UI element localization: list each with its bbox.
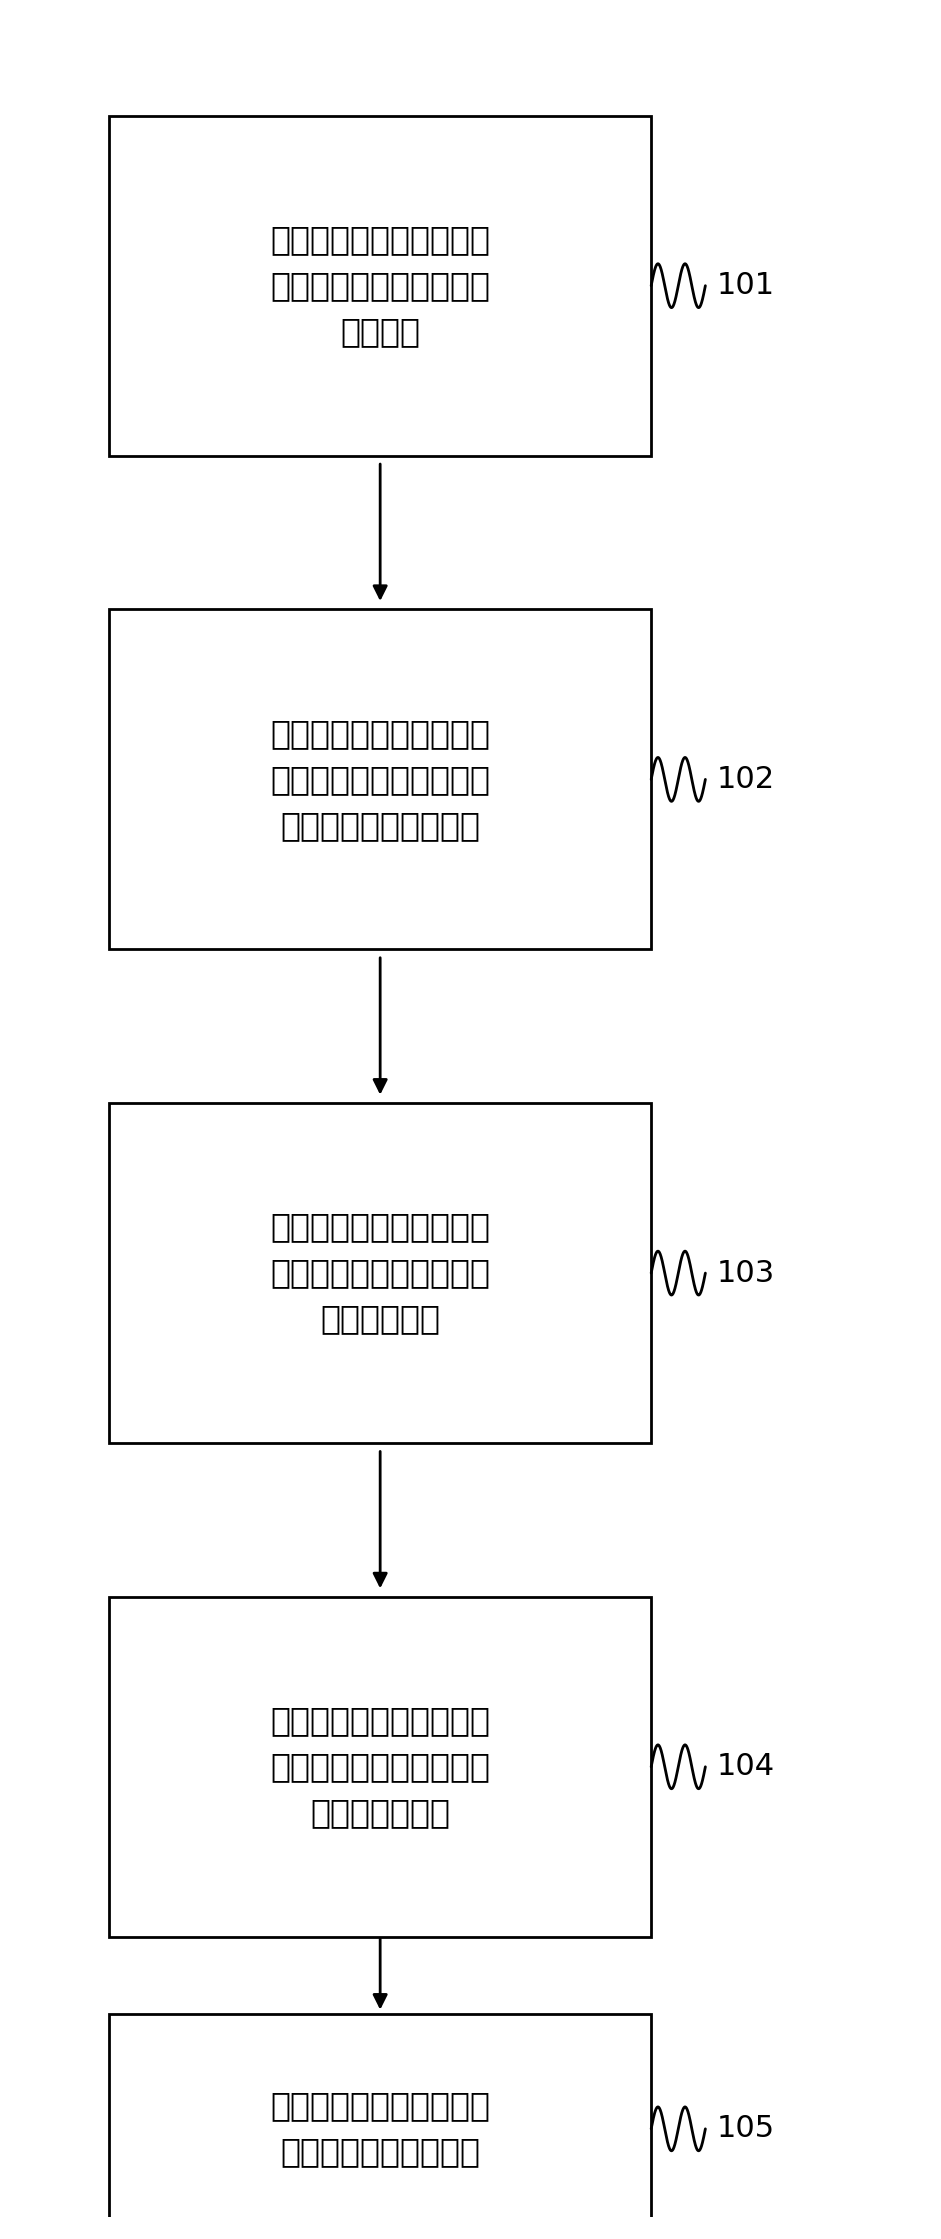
- Bar: [109, 1104, 651, 1444]
- Bar: [109, 116, 651, 457]
- Bar: [109, 1596, 651, 1937]
- Text: 102: 102: [716, 766, 774, 795]
- Text: 利用修正后的控制谱完成
对线角振动试验的加载: 利用修正后的控制谱完成 对线角振动试验的加载: [270, 2089, 490, 2167]
- Text: 101: 101: [716, 271, 774, 300]
- Text: 利用控制谱进行低量级试
验，并通过迭代运算修正
控制点的控制谱: 利用控制谱进行低量级试 验，并通过迭代运算修正 控制点的控制谱: [270, 1704, 490, 1829]
- Text: 确定输入信号，利用输入
信号和确定的响应值，计
算震动系统的频响函数: 确定输入信号，利用输入 信号和确定的响应值，计 算震动系统的频响函数: [270, 716, 490, 842]
- Text: 根据确定的响应值以及频
响函数，计算得到振动控
制点的控制谱: 根据确定的响应值以及频 响函数，计算得到振动控 制点的控制谱: [270, 1211, 490, 1337]
- Text: 通过对时域采集数据，确
定两个控制点的线角振动
的响应值: 通过对时域采集数据，确 定两个控制点的线角振动 的响应值: [270, 224, 490, 349]
- Text: 103: 103: [716, 1258, 774, 1287]
- Bar: [109, 609, 651, 949]
- Text: 104: 104: [716, 1753, 774, 1782]
- Bar: [109, 2013, 651, 2239]
- Text: 105: 105: [716, 2114, 774, 2143]
